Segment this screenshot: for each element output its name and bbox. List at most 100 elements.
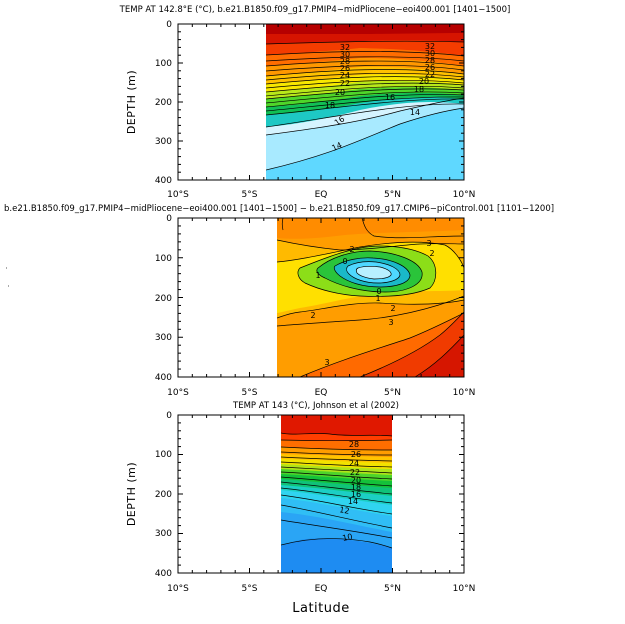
contour-line [266, 85, 464, 97]
y-tick-label: 100 [155, 59, 172, 69]
y-tick-label: 200 [155, 98, 172, 108]
contour-line [355, 265, 392, 280]
panel-bottom-xlabel: Latitude [292, 601, 350, 616]
x-tick-label: 5°N [384, 190, 401, 200]
panel-top-x-tick-labels: 10°S 5°S EQ 5°N 10°N [167, 190, 475, 200]
field-band-11 [281, 495, 392, 532]
field-band-13 [266, 108, 464, 180]
contour-line [266, 103, 464, 128]
panel-top-ticks [177, 23, 465, 181]
contour-label: 14 [348, 497, 358, 506]
panel-middle-ticks [177, 217, 465, 378]
contour-line [281, 451, 392, 456]
contour-label: 2 [429, 249, 434, 258]
field-band-5 [415, 335, 464, 377]
field-band-28 [281, 415, 392, 436]
contour-line [266, 72, 464, 81]
panel-middle-contours [277, 218, 464, 377]
contour-label: 32 [340, 43, 350, 52]
contour-line [281, 461, 392, 468]
contour-line [281, 432, 392, 437]
contour-line [266, 76, 464, 85]
panel-bottom-ticks [177, 414, 465, 574]
contour-line [266, 96, 464, 112]
y-tick-label: 200 [155, 294, 172, 304]
contour-line [346, 261, 401, 284]
panel-bottom-title: TEMP AT 143 (°C), Johnson et al (2002) [232, 401, 399, 411]
contour-line [266, 97, 464, 136]
panel-middle-side-marks [6, 267, 9, 287]
contour-line [266, 65, 464, 72]
field-band-10 [281, 505, 392, 548]
contour-label: 18 [351, 483, 361, 492]
y-tick-label: 400 [155, 373, 172, 383]
contour-line [281, 471, 392, 480]
field-band-surface [277, 218, 464, 239]
x-tick-label: 10°S [167, 190, 189, 200]
contour-label: 22 [350, 468, 360, 477]
contour-line [359, 311, 464, 377]
contour-line [299, 312, 464, 377]
panel-bottom-y-tick-labels: 0 100 200 300 400 [155, 411, 172, 579]
field-band-neg3 [356, 266, 392, 279]
contour-label: 28 [425, 56, 435, 65]
panel-middle-y-tick-labels: 0 100 200 300 400 [155, 214, 172, 383]
x-tick-label: 5°N [384, 388, 401, 398]
panel-bottom-contours [281, 432, 392, 549]
contour-line [281, 494, 392, 515]
contour-label: 3 [388, 318, 393, 327]
panel-bottom: TEMP AT 143 (°C), Johnson et al (2002) [125, 401, 475, 616]
contour-label: 24 [340, 71, 350, 80]
contour-label: 2 [349, 245, 354, 254]
contour-line [266, 88, 464, 100]
contour-label: 18 [325, 101, 335, 110]
contour-label: 20 [419, 77, 429, 86]
contour-line [281, 476, 392, 487]
contour-label: 30 [425, 49, 435, 58]
contour-label: 22 [425, 70, 435, 79]
contour-label: 3 [426, 239, 431, 248]
contour-line [266, 94, 464, 108]
contour-line [277, 239, 464, 251]
panel-bottom-x-tick-labels: 10°S 5°S EQ 5°N 10°N [167, 584, 475, 594]
field-band-32 [266, 24, 464, 34]
panel-top-contours [266, 40, 464, 171]
x-tick-label: EQ [315, 584, 328, 594]
y-tick-label: 400 [155, 176, 172, 186]
contour-line [316, 250, 423, 293]
contour-label: 24 [349, 459, 359, 468]
panel-top-ylabel: DEPTH (m) [125, 70, 138, 134]
contour-label: 26 [340, 64, 350, 73]
y-tick-label: 400 [155, 569, 172, 579]
contour-label: 18 [414, 85, 424, 94]
contour-label: 0 [342, 257, 347, 266]
contour-label: 16 [385, 93, 395, 102]
contour-line [277, 241, 464, 269]
contour-label: 14 [330, 141, 343, 153]
contour-line [266, 40, 464, 45]
panel-top-y-tick-labels: 0 100 200 300 400 [155, 20, 172, 186]
contour-label: 28 [349, 440, 359, 449]
contour-label: 20 [351, 476, 361, 485]
contour-line [281, 439, 392, 442]
panel-top-field [266, 24, 464, 180]
contour-line [281, 446, 392, 451]
y-tick-label: 100 [155, 450, 172, 460]
contour-line [277, 295, 464, 327]
contour-label: 16 [351, 490, 361, 499]
contour-label: 2 [310, 311, 315, 320]
contour-label: 2 [390, 304, 395, 313]
contour-label: 1 [375, 294, 380, 303]
contour-line [281, 481, 392, 495]
x-tick-label: 10°N [453, 388, 476, 398]
y-tick-label: 300 [155, 137, 172, 147]
x-tick-label: EQ [315, 388, 328, 398]
contour-line [266, 82, 464, 93]
x-tick-label: 10°N [453, 190, 476, 200]
contour-line [266, 107, 464, 171]
x-tick-label: 10°N [453, 584, 476, 594]
contour-label: 26 [425, 63, 435, 72]
contour-line [281, 538, 392, 549]
contour-label: 12 [339, 505, 351, 516]
